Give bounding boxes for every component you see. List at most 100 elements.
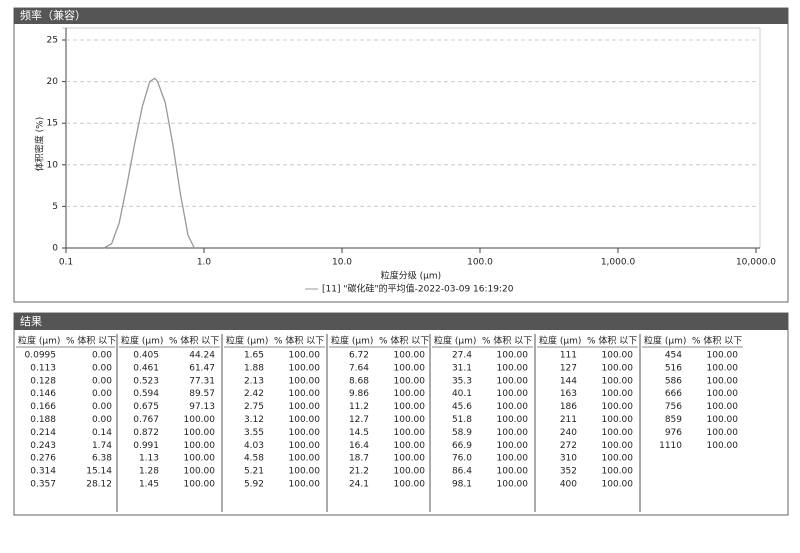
size-cell: 1110 — [659, 441, 682, 451]
volume-cell: 100.00 — [184, 480, 216, 490]
volume-cell: 100.00 — [184, 454, 216, 464]
size-cell: 1.45 — [139, 480, 159, 490]
volume-cell: 100.00 — [184, 441, 216, 451]
y-tick-label: 10 — [47, 160, 59, 170]
size-cell: 45.6 — [452, 402, 472, 412]
size-cell: 5.92 — [244, 480, 264, 490]
volume-cell: 100.00 — [602, 351, 634, 361]
size-cell: 2.42 — [244, 389, 264, 399]
size-cell: 400 — [560, 480, 577, 490]
volume-cell: 89.57 — [189, 389, 215, 399]
volume-cell: 100.00 — [602, 428, 634, 438]
size-cell: 51.8 — [452, 415, 472, 425]
volume-cell: 100.00 — [184, 415, 216, 425]
volume-cell: 100.00 — [394, 415, 426, 425]
column-header: 粒度 (μm) — [226, 335, 268, 347]
size-cell: 86.4 — [452, 467, 472, 477]
volume-cell: 100.00 — [394, 363, 426, 373]
volume-cell: 100.00 — [289, 351, 321, 361]
size-cell: 1.88 — [244, 363, 264, 373]
size-cell: 1.13 — [139, 454, 159, 464]
volume-cell: 100.00 — [497, 402, 529, 412]
volume-cell: 100.00 — [602, 402, 634, 412]
volume-cell: 77.31 — [189, 376, 215, 386]
volume-cell: 100.00 — [497, 441, 529, 451]
volume-cell: 0.00 — [92, 402, 112, 412]
size-cell: 8.68 — [349, 376, 369, 386]
size-cell: 0.276 — [30, 454, 56, 464]
size-cell: 111 — [560, 351, 577, 361]
size-cell: 0.523 — [133, 376, 159, 386]
size-cell: 6.72 — [349, 351, 369, 361]
size-cell: 454 — [665, 351, 682, 361]
volume-cell: 100.00 — [602, 441, 634, 451]
size-cell: 14.5 — [349, 428, 369, 438]
size-cell: 666 — [665, 389, 682, 399]
size-cell: 2.75 — [244, 402, 264, 412]
size-cell: 27.4 — [452, 351, 472, 361]
size-cell: 272 — [560, 441, 577, 451]
volume-cell: 100.00 — [394, 428, 426, 438]
size-cell: 186 — [560, 402, 577, 412]
volume-cell: 100.00 — [289, 363, 321, 373]
volume-cell: 0.00 — [92, 363, 112, 373]
size-cell: 0.214 — [30, 428, 56, 438]
size-cell: 1.28 — [139, 467, 159, 477]
size-cell: 4.03 — [244, 441, 264, 451]
size-cell: 586 — [665, 376, 682, 386]
y-tick-label: 25 — [47, 36, 58, 46]
volume-cell: 100.00 — [497, 351, 529, 361]
volume-cell: 100.00 — [707, 389, 739, 399]
column-header: % 体积 以下 — [169, 335, 219, 347]
size-cell: 24.1 — [349, 480, 369, 490]
volume-cell: 44.24 — [189, 351, 215, 361]
volume-cell: 100.00 — [184, 467, 216, 477]
volume-cell: 100.00 — [602, 480, 634, 490]
volume-cell: 100.00 — [707, 376, 739, 386]
column-header: 粒度 (μm) — [539, 335, 581, 347]
volume-cell: 100.00 — [289, 389, 321, 399]
size-cell: 66.9 — [452, 441, 472, 451]
size-cell: 4.58 — [244, 454, 264, 464]
volume-cell: 100.00 — [289, 402, 321, 412]
volume-cell: 100.00 — [394, 467, 426, 477]
volume-cell: 100.00 — [394, 402, 426, 412]
size-cell: 35.3 — [452, 376, 472, 386]
size-cell: 11.2 — [349, 402, 369, 412]
volume-cell: 100.00 — [602, 467, 634, 477]
volume-cell: 100.00 — [707, 441, 739, 451]
volume-cell: 100.00 — [497, 454, 529, 464]
volume-cell: 100.00 — [289, 415, 321, 425]
column-header: 粒度 (μm) — [18, 335, 60, 347]
column-header: 粒度 (μm) — [331, 335, 373, 347]
size-cell: 31.1 — [452, 363, 472, 373]
size-cell: 1.65 — [244, 351, 264, 361]
size-cell: 58.9 — [452, 428, 472, 438]
size-cell: 0.872 — [133, 428, 159, 438]
column-header: % 体积 以下 — [274, 335, 324, 347]
size-cell: 0.146 — [30, 389, 56, 399]
size-cell: 16.4 — [349, 441, 369, 451]
volume-cell: 100.00 — [602, 389, 634, 399]
size-cell: 0.188 — [30, 415, 56, 425]
size-cell: 0.243 — [30, 441, 56, 451]
legend: [11] "碳化硅"的平均值-2022-03-09 16:19:20 — [322, 283, 514, 295]
x-tick-label: 100.0 — [467, 258, 493, 268]
size-cell: 240 — [560, 428, 577, 438]
size-cell: 21.2 — [349, 467, 369, 477]
y-tick-label: 5 — [52, 202, 58, 212]
volume-cell: 100.00 — [394, 376, 426, 386]
panel-title: 频率（兼容） — [20, 8, 86, 22]
size-cell: 76.0 — [452, 454, 472, 464]
size-cell: 3.55 — [244, 428, 264, 438]
volume-cell: 100.00 — [497, 376, 529, 386]
size-cell: 40.1 — [452, 389, 472, 399]
x-tick-label: 1.0 — [197, 258, 212, 268]
panel-header — [14, 8, 788, 24]
volume-cell: 100.00 — [602, 363, 634, 373]
volume-cell: 100.00 — [289, 454, 321, 464]
table-header — [14, 313, 788, 330]
size-cell: 163 — [560, 389, 577, 399]
volume-cell: 15.14 — [86, 467, 112, 477]
